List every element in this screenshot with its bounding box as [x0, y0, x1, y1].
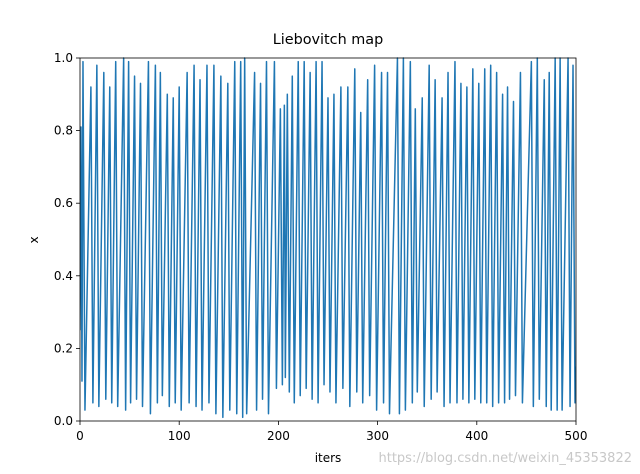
watermark: https://blog.csdn.net/weixin_45353822 [378, 451, 632, 466]
y-tick-label: 0.4 [54, 269, 73, 283]
x-tick-label: 300 [366, 429, 389, 443]
x-axis-label: iters [315, 451, 342, 465]
x-tick-label: 200 [267, 429, 290, 443]
y-tick-label: 0.8 [54, 124, 73, 138]
x-tick-label: 500 [565, 429, 588, 443]
chart-title: Liebovitch map [273, 32, 384, 48]
y-axis-label: x [27, 236, 41, 243]
x-tick-label: 0 [76, 429, 84, 443]
y-tick-label: 0.0 [54, 414, 73, 428]
plot-frame [79, 57, 577, 422]
y-tick-label: 1.0 [54, 51, 73, 65]
y-tick-label: 0.2 [54, 341, 73, 355]
x-tick-label: 400 [465, 429, 488, 443]
y-tick-label: 0.6 [54, 196, 73, 210]
x-tick-label: 100 [168, 429, 191, 443]
line-series [80, 57, 576, 419]
